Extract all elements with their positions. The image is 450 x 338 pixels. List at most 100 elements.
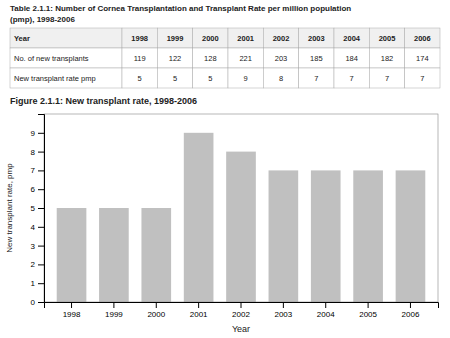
tick-label: 1999 (105, 310, 123, 319)
table-cell (263, 48, 298, 68)
table-cell (334, 48, 369, 68)
bar (269, 170, 299, 302)
tick: 2004 (317, 302, 335, 319)
tick-label: 2004 (317, 310, 335, 319)
table-text: 5 (208, 74, 212, 83)
y-axis: 0123456789 (31, 115, 45, 308)
table-header: 2001 (237, 34, 254, 43)
chart-title: Figure 2.1.1: New transplant rate, 1998-… (10, 96, 197, 106)
table-cell (334, 28, 369, 48)
bar (396, 170, 426, 302)
table: Year199819992000200120022003200420052006… (10, 28, 440, 88)
table-text: 9 (244, 74, 248, 83)
plot: 1998199920002001200220032004200520060123… (31, 114, 439, 319)
tick: 2 (31, 260, 44, 269)
tick-mark (156, 302, 157, 308)
table-text: 185 (310, 54, 323, 63)
table-cell (405, 68, 440, 88)
tick-mark (38, 283, 44, 284)
tick-mark (325, 302, 326, 308)
tick-mark (283, 302, 284, 308)
table-cell (157, 68, 192, 88)
table-cell (228, 68, 263, 88)
tick: 2000 (147, 302, 165, 319)
table-header: 2000 (202, 34, 219, 43)
table-cell (157, 28, 192, 48)
tick: 6 (31, 185, 44, 194)
table-text: New transplant rate pmp (14, 74, 96, 83)
tick-mark (71, 302, 72, 308)
tick: 2003 (274, 302, 292, 319)
table-cell (228, 48, 263, 68)
tick: 3 (31, 242, 44, 251)
table-cell (228, 28, 263, 48)
bar (99, 208, 129, 302)
table-text: 221 (239, 54, 252, 63)
tick: 1999 (105, 302, 123, 319)
table-text: 5 (173, 74, 177, 83)
tick-mark (38, 133, 44, 134)
table-cell (10, 48, 122, 68)
tick-label: 2000 (147, 310, 165, 319)
table-cell (193, 28, 228, 48)
x-axis-title: Year (232, 324, 250, 334)
tick-mark (38, 208, 44, 209)
tick: 4 (31, 223, 44, 232)
tick-mark (113, 302, 114, 308)
table-text: 128 (204, 54, 217, 63)
tick-label: 2001 (190, 310, 208, 319)
tick: 2005 (359, 302, 377, 319)
tick-mark (38, 170, 44, 171)
tick-label: 9 (31, 129, 36, 138)
table-cell (193, 68, 228, 88)
table-header: Year (14, 34, 30, 43)
x-axis: 199819992000200120022003200420052006 (45, 302, 439, 319)
tick-mark (38, 246, 44, 247)
table-cell (122, 68, 157, 88)
table-text: 5 (138, 74, 142, 83)
tick-label: 5 (31, 204, 36, 213)
table-text: 7 (420, 74, 424, 83)
table-text: 203 (275, 54, 288, 63)
tick-label: 8 (31, 148, 36, 157)
bar (141, 208, 171, 302)
table-text: 7 (350, 74, 354, 83)
table-cell (334, 68, 369, 88)
table-cell (299, 28, 334, 48)
tick-mark (38, 152, 44, 153)
table-text: 8 (279, 74, 283, 83)
table-header: 2003 (308, 34, 325, 43)
tick-label: 2002 (232, 310, 250, 319)
table-cell (122, 48, 157, 68)
table-text: 122 (169, 54, 182, 63)
tick: 5 (31, 204, 44, 213)
tick-mark (38, 227, 44, 228)
table-text: 174 (416, 54, 429, 63)
table-text: 119 (134, 54, 146, 63)
tick: 2006 (402, 302, 420, 319)
tick: 9 (31, 129, 44, 138)
tick-mark (410, 302, 411, 308)
bar (353, 170, 383, 302)
table-title: (pmp), 1998-2006 (10, 15, 75, 24)
axis-line (45, 303, 439, 309)
table-header: 2002 (273, 34, 290, 43)
tick-label: 2003 (274, 310, 292, 319)
tick-mark (38, 189, 44, 190)
tick-label: 2005 (359, 310, 377, 319)
table-header: 2006 (414, 34, 431, 43)
table-cell (122, 28, 157, 48)
tick: 1 (31, 279, 44, 288)
table-text: 7 (385, 74, 389, 83)
table-cell (369, 48, 404, 68)
table-text: 184 (345, 54, 358, 63)
y-axis-title: New transplant rate, pmp (5, 163, 14, 253)
table-cell (299, 68, 334, 88)
tick-mark (241, 302, 242, 308)
table-cell (10, 68, 122, 88)
tick: 2001 (190, 302, 208, 319)
table-cell (405, 28, 440, 48)
table-cell (10, 28, 122, 48)
table-text: No. of new transplants (14, 54, 89, 63)
chart-root: Table 2.1.1: Number of Cornea Transplant… (0, 0, 450, 338)
